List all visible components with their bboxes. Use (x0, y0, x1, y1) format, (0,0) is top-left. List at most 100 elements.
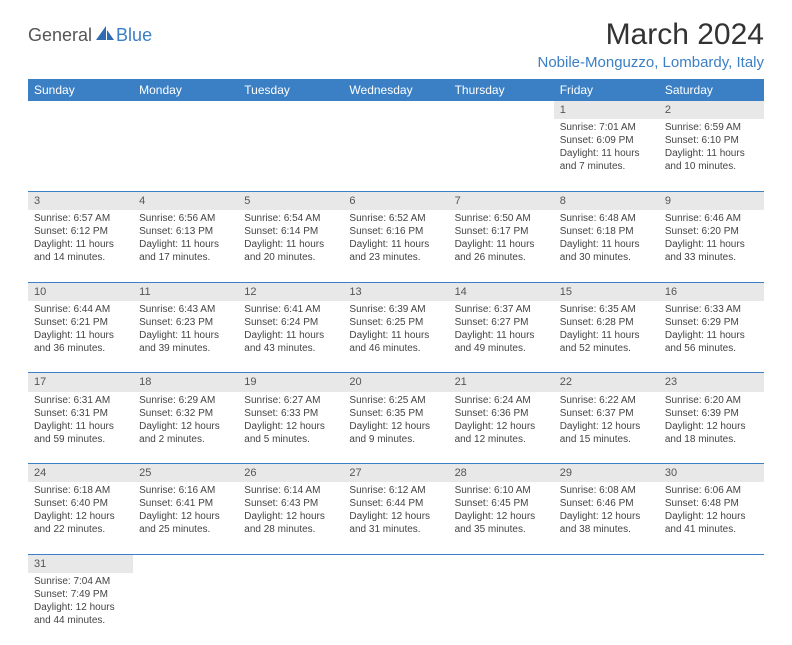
day-detail-cell: Sunrise: 6:29 AMSunset: 6:32 PMDaylight:… (133, 392, 238, 464)
daylight-text: Daylight: 12 hours and 25 minutes. (139, 510, 232, 536)
day-number-cell (238, 554, 343, 573)
sunrise-text: Sunrise: 6:50 AM (455, 212, 548, 225)
daylight-text: Daylight: 11 hours and 56 minutes. (665, 329, 758, 355)
day-number-cell (133, 101, 238, 119)
day-number-cell: 31 (28, 554, 133, 573)
day-number-cell: 28 (449, 464, 554, 483)
sunrise-text: Sunrise: 6:24 AM (455, 394, 548, 407)
sunset-text: Sunset: 6:40 PM (34, 497, 127, 510)
day-number-cell: 3 (28, 191, 133, 210)
day-number-cell: 29 (554, 464, 659, 483)
daylight-text: Daylight: 11 hours and 7 minutes. (560, 147, 653, 173)
day-number-cell (659, 554, 764, 573)
sunrise-text: Sunrise: 6:57 AM (34, 212, 127, 225)
sunrise-text: Sunrise: 6:43 AM (139, 303, 232, 316)
page-header: General Blue March 2024 Nobile-Monguzzo,… (28, 18, 764, 71)
sunset-text: Sunset: 6:20 PM (665, 225, 758, 238)
sunset-text: Sunset: 6:29 PM (665, 316, 758, 329)
day-detail-cell: Sunrise: 6:22 AMSunset: 6:37 PMDaylight:… (554, 392, 659, 464)
day-detail-row: Sunrise: 6:57 AMSunset: 6:12 PMDaylight:… (28, 210, 764, 282)
daylight-text: Daylight: 12 hours and 5 minutes. (244, 420, 337, 446)
day-number-cell: 2 (659, 101, 764, 119)
sunrise-text: Sunrise: 6:22 AM (560, 394, 653, 407)
day-number-cell: 4 (133, 191, 238, 210)
sunrise-text: Sunrise: 6:37 AM (455, 303, 548, 316)
day-number-row: 12 (28, 101, 764, 119)
day-number-cell: 10 (28, 282, 133, 301)
daylight-text: Daylight: 11 hours and 10 minutes. (665, 147, 758, 173)
daylight-text: Daylight: 12 hours and 18 minutes. (665, 420, 758, 446)
sunrise-text: Sunrise: 6:54 AM (244, 212, 337, 225)
day-number-cell: 1 (554, 101, 659, 119)
daylight-text: Daylight: 12 hours and 15 minutes. (560, 420, 653, 446)
daylight-text: Daylight: 12 hours and 9 minutes. (349, 420, 442, 446)
daylight-text: Daylight: 12 hours and 44 minutes. (34, 601, 127, 627)
day-detail-cell: Sunrise: 6:20 AMSunset: 6:39 PMDaylight:… (659, 392, 764, 464)
sunrise-text: Sunrise: 6:39 AM (349, 303, 442, 316)
day-number-cell (343, 554, 448, 573)
day-number-cell: 6 (343, 191, 448, 210)
daylight-text: Daylight: 12 hours and 22 minutes. (34, 510, 127, 536)
day-number-row: 24252627282930 (28, 464, 764, 483)
day-number-cell: 14 (449, 282, 554, 301)
day-number-cell (343, 101, 448, 119)
day-number-row: 31 (28, 554, 764, 573)
sunrise-text: Sunrise: 6:20 AM (665, 394, 758, 407)
day-number-cell: 7 (449, 191, 554, 210)
daylight-text: Daylight: 11 hours and 30 minutes. (560, 238, 653, 264)
day-number-cell: 16 (659, 282, 764, 301)
sunrise-text: Sunrise: 6:14 AM (244, 484, 337, 497)
day-detail-cell: Sunrise: 6:33 AMSunset: 6:29 PMDaylight:… (659, 301, 764, 373)
sunrise-text: Sunrise: 6:48 AM (560, 212, 653, 225)
day-detail-row: Sunrise: 7:04 AMSunset: 7:49 PMDaylight:… (28, 573, 764, 645)
day-detail-cell: Sunrise: 6:50 AMSunset: 6:17 PMDaylight:… (449, 210, 554, 282)
day-detail-cell: Sunrise: 6:48 AMSunset: 6:18 PMDaylight:… (554, 210, 659, 282)
sunset-text: Sunset: 6:16 PM (349, 225, 442, 238)
day-detail-cell: Sunrise: 6:44 AMSunset: 6:21 PMDaylight:… (28, 301, 133, 373)
weekday-header-row: Sunday Monday Tuesday Wednesday Thursday… (28, 79, 764, 101)
day-number-cell: 22 (554, 373, 659, 392)
day-detail-cell (28, 119, 133, 191)
day-number-row: 3456789 (28, 191, 764, 210)
daylight-text: Daylight: 11 hours and 46 minutes. (349, 329, 442, 355)
day-detail-row: Sunrise: 6:18 AMSunset: 6:40 PMDaylight:… (28, 482, 764, 554)
sunrise-text: Sunrise: 6:10 AM (455, 484, 548, 497)
sunset-text: Sunset: 6:24 PM (244, 316, 337, 329)
sunset-text: Sunset: 6:32 PM (139, 407, 232, 420)
day-detail-cell: Sunrise: 6:08 AMSunset: 6:46 PMDaylight:… (554, 482, 659, 554)
day-number-cell: 5 (238, 191, 343, 210)
sunrise-text: Sunrise: 6:44 AM (34, 303, 127, 316)
daylight-text: Daylight: 12 hours and 12 minutes. (455, 420, 548, 446)
sunrise-text: Sunrise: 6:46 AM (665, 212, 758, 225)
location-subtitle: Nobile-Monguzzo, Lombardy, Italy (538, 54, 765, 71)
day-number-cell: 26 (238, 464, 343, 483)
day-number-cell: 19 (238, 373, 343, 392)
daylight-text: Daylight: 11 hours and 52 minutes. (560, 329, 653, 355)
logo: General Blue (28, 18, 152, 47)
sunrise-text: Sunrise: 7:01 AM (560, 121, 653, 134)
day-number-cell: 23 (659, 373, 764, 392)
day-number-cell (238, 101, 343, 119)
day-detail-cell: Sunrise: 6:43 AMSunset: 6:23 PMDaylight:… (133, 301, 238, 373)
sunset-text: Sunset: 6:37 PM (560, 407, 653, 420)
day-number-cell: 24 (28, 464, 133, 483)
daylight-text: Daylight: 11 hours and 59 minutes. (34, 420, 127, 446)
day-detail-cell (449, 119, 554, 191)
day-detail-cell: Sunrise: 6:06 AMSunset: 6:48 PMDaylight:… (659, 482, 764, 554)
sunrise-text: Sunrise: 6:29 AM (139, 394, 232, 407)
daylight-text: Daylight: 12 hours and 2 minutes. (139, 420, 232, 446)
daylight-text: Daylight: 12 hours and 31 minutes. (349, 510, 442, 536)
weekday-header: Friday (554, 79, 659, 101)
day-detail-cell: Sunrise: 6:52 AMSunset: 6:16 PMDaylight:… (343, 210, 448, 282)
sunset-text: Sunset: 6:10 PM (665, 134, 758, 147)
day-detail-cell: Sunrise: 6:27 AMSunset: 6:33 PMDaylight:… (238, 392, 343, 464)
sunset-text: Sunset: 6:46 PM (560, 497, 653, 510)
day-number-cell: 8 (554, 191, 659, 210)
sunset-text: Sunset: 6:35 PM (349, 407, 442, 420)
sunset-text: Sunset: 6:14 PM (244, 225, 337, 238)
day-detail-cell: Sunrise: 7:01 AMSunset: 6:09 PMDaylight:… (554, 119, 659, 191)
daylight-text: Daylight: 11 hours and 14 minutes. (34, 238, 127, 264)
sunset-text: Sunset: 6:23 PM (139, 316, 232, 329)
sunset-text: Sunset: 6:48 PM (665, 497, 758, 510)
sunrise-text: Sunrise: 6:35 AM (560, 303, 653, 316)
